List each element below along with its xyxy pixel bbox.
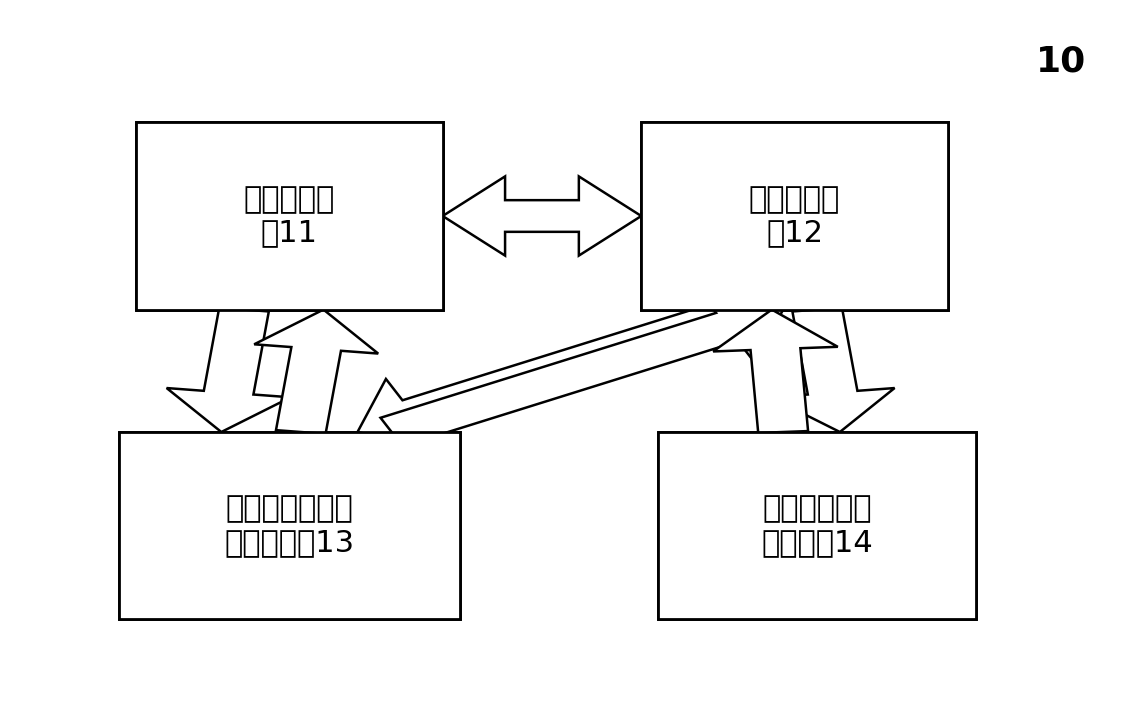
Bar xyxy=(136,122,443,310)
Bar xyxy=(136,122,443,310)
Polygon shape xyxy=(358,295,760,450)
Bar xyxy=(641,122,948,310)
Polygon shape xyxy=(380,292,783,446)
Bar xyxy=(119,432,460,619)
Text: 数据库子系
统11: 数据库子系 统11 xyxy=(244,185,335,247)
Polygon shape xyxy=(167,307,291,432)
Polygon shape xyxy=(771,307,894,432)
Polygon shape xyxy=(713,310,838,433)
Text: 数据采集与监视
控制子系统13: 数据采集与监视 控制子系统13 xyxy=(225,495,354,557)
Bar xyxy=(658,432,976,619)
Text: 全生命周期管
理子系统14: 全生命周期管 理子系统14 xyxy=(762,495,873,557)
Text: 数据库子系
统11: 数据库子系 统11 xyxy=(244,185,335,247)
Bar xyxy=(119,432,460,619)
Text: 自诊断子系
统12: 自诊断子系 统12 xyxy=(749,185,840,247)
Bar xyxy=(641,122,948,310)
Text: 10: 10 xyxy=(1036,44,1086,78)
Bar xyxy=(658,432,976,619)
Text: 全生命周期管
理子系统14: 全生命周期管 理子系统14 xyxy=(762,495,873,557)
Text: 自诊断子系
统12: 自诊断子系 统12 xyxy=(749,185,840,247)
Polygon shape xyxy=(443,176,641,256)
Polygon shape xyxy=(254,310,378,434)
Text: 数据采集与监视
控制子系统13: 数据采集与监视 控制子系统13 xyxy=(225,495,354,557)
